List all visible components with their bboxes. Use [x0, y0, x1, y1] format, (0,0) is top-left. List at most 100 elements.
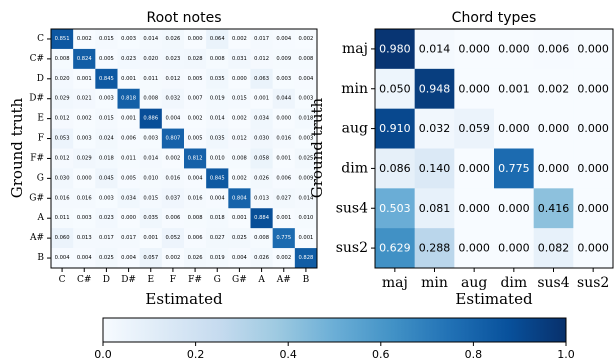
- cell-value-label: 0.828: [298, 255, 313, 261]
- heatmap-cell: [51, 128, 74, 149]
- colorbar-tick-label: 0.0: [94, 348, 112, 361]
- cell-value-label: 0.011: [143, 76, 158, 82]
- heatmap-cell: [228, 29, 251, 50]
- cell-value-label: 0.003: [298, 96, 313, 102]
- y-tick-label: D: [37, 74, 44, 84]
- heatmap-cell: [51, 148, 74, 169]
- x-tick-label: D: [103, 275, 110, 285]
- heatmap-cell: [272, 29, 296, 50]
- cell-value-label: 0.018: [210, 215, 225, 221]
- heatmap-cell: [533, 148, 574, 189]
- cell-value-label: 0.288: [419, 242, 451, 255]
- cell-value-label: 0.017: [99, 235, 114, 241]
- chord-types-frame: [374, 28, 614, 269]
- heatmap-cell: [250, 148, 273, 169]
- heatmap-cell: [250, 88, 273, 109]
- heatmap-cell: [184, 168, 207, 189]
- cell-value-label: 0.140: [419, 162, 451, 175]
- y-tick-label: sus2: [336, 240, 368, 256]
- heatmap-cell: [250, 228, 273, 249]
- cell-value-label: 0.005: [121, 175, 136, 181]
- heatmap-cell: [139, 68, 163, 90]
- heatmap-cell: [95, 168, 118, 189]
- cell-value-label: 0.004: [55, 255, 71, 261]
- cell-value-label: 0.629: [379, 242, 411, 255]
- heatmap-cell: [161, 248, 185, 269]
- cell-value-label: 0.014: [210, 116, 226, 122]
- heatmap-cell: [184, 88, 207, 109]
- cell-value-label: 0.824: [77, 56, 93, 62]
- cell-value-label: 0.003: [298, 136, 313, 142]
- heatmap-cell: [250, 48, 273, 70]
- cell-value-label: 0.416: [538, 202, 570, 215]
- cell-value-label: 0.003: [77, 136, 92, 142]
- heatmap-cell: [414, 29, 455, 70]
- cell-value-label: 0.006: [538, 42, 570, 55]
- heatmap-cell: [139, 148, 163, 169]
- heatmap-cell: [51, 208, 74, 229]
- heatmap-cell: [73, 148, 96, 169]
- cell-value-label: 0.028: [188, 56, 203, 62]
- cell-value-label: 0.021: [77, 96, 92, 102]
- heatmap-cell: [294, 29, 318, 50]
- heatmap-cell: [95, 29, 118, 50]
- cell-value-label: 0.012: [232, 136, 247, 142]
- heatmap-cell: [414, 108, 455, 149]
- heatmap-cell: [294, 88, 318, 109]
- cell-value-label: 0.016: [276, 136, 291, 142]
- heatmap-cell: [184, 248, 207, 269]
- cell-value-label: 0.002: [232, 36, 247, 42]
- cell-value-label: 0.053: [55, 136, 70, 142]
- heatmap-cell: [206, 88, 229, 109]
- heatmap-cell: [95, 208, 118, 229]
- heatmap-cell: [375, 68, 415, 109]
- cell-value-label: 0.002: [165, 255, 180, 261]
- cell-value-label: 0.000: [538, 162, 570, 175]
- cell-value-label: 0.026: [254, 255, 269, 261]
- heatmap-cell: [206, 48, 229, 70]
- heatmap-cell: [206, 29, 229, 50]
- heatmap-cell: [139, 248, 163, 269]
- cell-value-label: 0.884: [254, 215, 270, 221]
- cell-value-label: 0.008: [254, 235, 269, 241]
- cell-value-label: 0.000: [458, 242, 490, 255]
- x-tick-label: C#: [77, 275, 91, 285]
- heatmap-cell: [494, 68, 534, 109]
- cell-value-label: 0.026: [254, 175, 269, 181]
- heatmap-cell: [250, 188, 273, 209]
- heatmap-cell: [272, 128, 296, 149]
- root-notes-chart: Root notes 0.851 0.002 0.015 0.003 0.014 0.02…: [8, 10, 318, 308]
- cell-value-label: 0.005: [99, 56, 114, 62]
- heatmap-cell: [375, 188, 415, 229]
- colorbar-ticks: 0.0 0.2 0.4 0.6 0.8 1.0: [94, 342, 575, 361]
- heatmap-cell: [139, 29, 163, 50]
- heatmap-cell: [494, 228, 534, 269]
- cell-value-label: 0.035: [143, 215, 158, 221]
- root-notes-frame: [50, 28, 318, 269]
- colorbar-tick-label: 0.8: [465, 348, 483, 361]
- heatmap-cell: [272, 148, 296, 169]
- cell-value-label: 0.026: [165, 36, 180, 42]
- colorbar-tick-label: 0.2: [187, 348, 205, 361]
- cell-value-label: 0.008: [210, 56, 225, 62]
- heatmap-cell: [206, 68, 229, 90]
- cell-value-label: 0.057: [143, 255, 158, 261]
- cell-value-label: 0.012: [165, 76, 180, 82]
- heatmap-cell: [161, 208, 185, 229]
- cell-value-label: 0.001: [121, 76, 136, 82]
- y-tick-label: A#: [29, 233, 44, 243]
- heatmap-cell: [161, 29, 185, 50]
- heatmap-cell: [95, 48, 118, 70]
- cell-value-label: 0.044: [276, 96, 292, 102]
- cell-value-label: 0.016: [55, 195, 70, 201]
- cell-value-label: 0.001: [276, 215, 291, 221]
- cell-value-label: 0.014: [143, 155, 159, 161]
- cell-value-label: 0.035: [210, 136, 225, 142]
- heatmap-cell: [95, 68, 118, 90]
- heatmap-cell: [272, 68, 296, 90]
- heatmap-cell: [533, 108, 574, 149]
- heatmap-cell: [206, 148, 229, 169]
- heatmap-cell: [294, 48, 318, 70]
- cell-value-label: 0.025: [298, 155, 313, 161]
- cell-value-label: 0.001: [254, 96, 269, 102]
